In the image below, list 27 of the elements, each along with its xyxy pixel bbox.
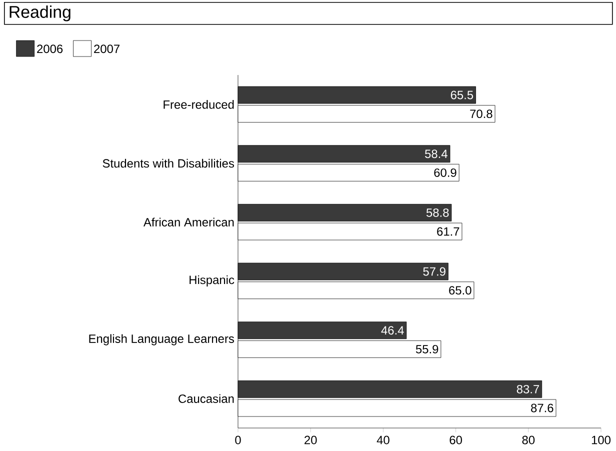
data-label: 58.4: [425, 150, 448, 158]
legend-label: 2007: [94, 44, 120, 54]
data-label: 65.0: [449, 286, 472, 295]
y-tick-label: African American: [143, 218, 234, 226]
x-tick-label: 0: [235, 436, 241, 444]
data-label: 70.8: [470, 110, 492, 118]
data-label: 87.6: [531, 404, 554, 412]
data-label: 58.8: [426, 208, 449, 217]
x-tick-label: 80: [522, 436, 535, 444]
data-label: 61.7: [437, 227, 460, 236]
y-tick-label: Hispanic: [190, 275, 234, 286]
data-label: 46.4: [381, 326, 404, 335]
data-label: 57.9: [423, 267, 446, 276]
x-tick-label: 20: [304, 436, 317, 444]
data-label: 55.9: [416, 344, 438, 354]
y-tick-label: Caucasian: [178, 394, 234, 403]
text: Reading: [10, 6, 70, 22]
y-tick-label: English Language Learners: [89, 334, 234, 346]
data-label: 65.5: [450, 90, 474, 100]
data-label: 60.9: [434, 168, 456, 177]
y-tick-label: Students with Disabilities: [102, 158, 234, 168]
x-tick-label: 40: [376, 436, 390, 444]
legend-label: 2006: [37, 44, 63, 54]
data-label: 83.7: [516, 384, 540, 394]
x-tick-label: 100: [592, 436, 611, 444]
x-tick-label: 60: [450, 436, 462, 444]
y-tick-label: Free-reduced: [164, 100, 234, 109]
